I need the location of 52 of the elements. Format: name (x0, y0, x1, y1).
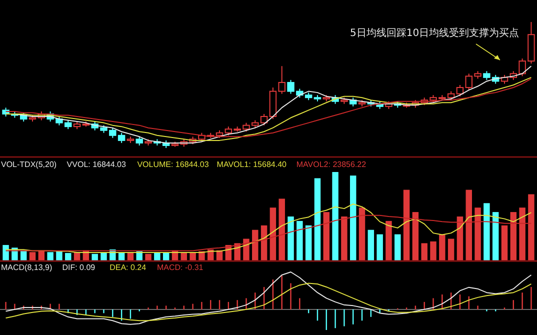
bar (376, 234, 383, 261)
text: MAVOL2: 23856.22 (296, 160, 367, 169)
bar (127, 252, 134, 261)
bar (243, 238, 250, 261)
bar (2, 244, 9, 261)
bar (528, 194, 534, 261)
annotation: MACD(8,13,9) (1, 263, 52, 272)
candlestick (456, 84, 464, 97)
bar (323, 212, 330, 261)
bar (519, 208, 526, 261)
bar (270, 208, 276, 261)
bar (386, 220, 392, 261)
bar (341, 216, 348, 261)
bar (510, 212, 517, 261)
bar (29, 252, 36, 261)
bar (466, 190, 472, 261)
bar (394, 234, 401, 261)
bar (47, 252, 54, 261)
bar (305, 225, 312, 261)
bar (332, 172, 338, 261)
annotation: DEA: 0.24 (110, 263, 147, 272)
bar (501, 225, 508, 261)
bar (314, 178, 321, 261)
text: VOLUME: 16844.03 (137, 160, 210, 169)
bar (296, 220, 303, 261)
bar (288, 216, 294, 261)
bar (145, 254, 152, 261)
bar (421, 243, 428, 261)
text: VOL-TDX(5,20) (1, 160, 57, 169)
bar (92, 254, 98, 261)
text: VVOL: 16844.03 (66, 160, 127, 169)
bar (484, 203, 490, 261)
annotation: MACD: -0.31 (157, 263, 204, 272)
bar (368, 230, 374, 261)
bar (439, 234, 446, 261)
bar (358, 208, 366, 261)
annotation: DIF: 0.09 (62, 263, 96, 272)
bar (252, 230, 258, 261)
annotation: 5日均线回踩10日均线受到支撑为买点 (350, 27, 520, 39)
bar (56, 251, 62, 261)
bar (403, 190, 410, 261)
bar (430, 241, 436, 261)
bar (162, 252, 170, 261)
bar (474, 208, 481, 261)
bar (278, 198, 285, 261)
bar (65, 252, 72, 261)
text: MAVOL1: 15684.40 (216, 160, 288, 169)
bar (456, 216, 464, 261)
bar (492, 212, 499, 261)
bar (448, 238, 454, 261)
bar (350, 176, 356, 261)
bar (412, 212, 419, 261)
